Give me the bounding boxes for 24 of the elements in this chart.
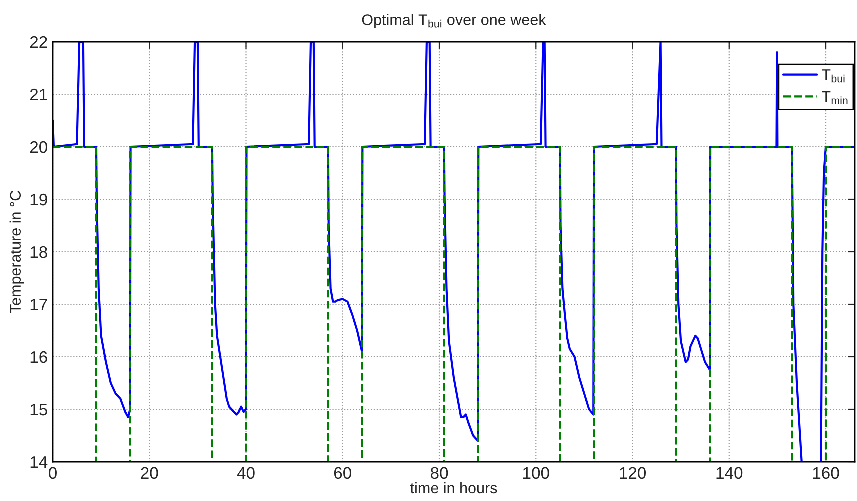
y-tick-label: 19	[30, 194, 48, 206]
x-tick-label: 60	[334, 467, 352, 480]
x-tick-label: 40	[237, 467, 255, 480]
legend-label: T$_{bui}$	[822, 70, 845, 83]
x-tick-label: 120	[620, 467, 646, 480]
line-series	[53, 42, 855, 462]
y-tick-label: 22	[30, 36, 48, 48]
x-tick-label: 80	[430, 467, 448, 480]
y-tick-label: 15	[30, 404, 48, 416]
x-tick-label: 20	[141, 467, 158, 480]
y-tick-label: 21	[30, 88, 48, 101]
x-axis-title: time in hours	[410, 482, 498, 494]
x-tick-label: 160	[813, 467, 840, 480]
y-axis-title: Temperature in °C	[10, 190, 24, 314]
x-tick-label: 100	[524, 467, 550, 480]
y-tick-label: 14	[30, 456, 48, 468]
x-tick-label: 0	[49, 467, 57, 480]
y-tick-label: 20	[30, 141, 48, 154]
y-tick-label: 18	[30, 246, 48, 258]
chart-title: Optimal T$_{bui}$ over one week	[362, 14, 546, 28]
legend-label: T$_{min}$	[822, 92, 848, 104]
y-tick-label: 17	[30, 299, 48, 311]
y-tick-label: 16	[30, 351, 48, 364]
x-tick-label: 140	[716, 467, 743, 480]
